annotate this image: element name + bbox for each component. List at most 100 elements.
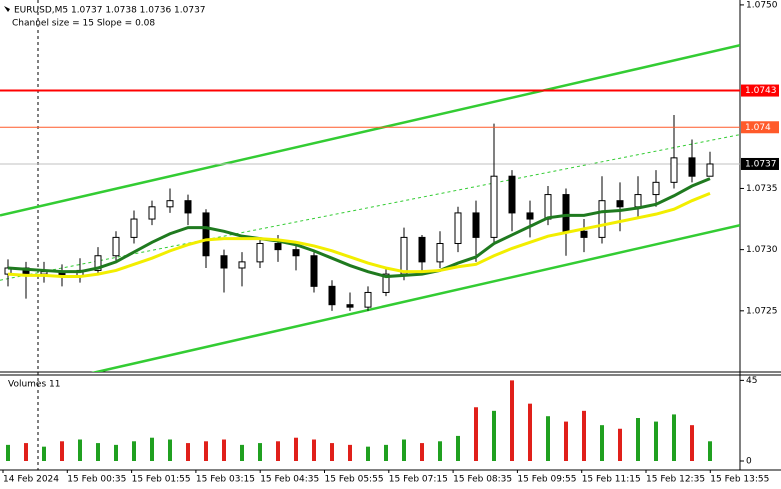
volume-bar — [114, 444, 118, 461]
candle-body — [130, 218, 138, 238]
volume-bar — [204, 441, 208, 461]
candle-body — [472, 212, 480, 238]
x-tick-label: 15 Feb 09:55 — [517, 475, 576, 485]
candle-body — [112, 236, 120, 257]
volume-bar — [150, 437, 154, 461]
chart-title: EURUSD,M5 1.0737 1.0738 1.0736 1.0737 — [14, 6, 206, 16]
volume-bar — [546, 416, 550, 461]
volume-bar — [222, 439, 226, 461]
candle-body — [418, 236, 426, 263]
candle-body — [508, 175, 516, 214]
y-tick-label: 1.0735 — [746, 184, 778, 194]
candle-body — [436, 243, 444, 263]
x-tick-label: 15 Feb 04:35 — [260, 475, 319, 485]
candle-body — [454, 212, 462, 245]
candle-body — [544, 194, 552, 220]
candle-body — [382, 273, 390, 293]
volume-bar — [420, 443, 424, 461]
volume-tick-label: 0 — [746, 457, 752, 467]
volume-bar — [258, 443, 262, 461]
moving-average — [7, 191, 711, 279]
volume-bar — [492, 410, 496, 461]
candle-body — [166, 200, 174, 208]
volume-bar — [474, 407, 478, 461]
candle-body — [616, 200, 624, 208]
volume-bar — [690, 425, 694, 461]
volume-bar — [510, 380, 514, 461]
volume-title: Volumes 11 — [8, 380, 60, 390]
candle-body — [364, 291, 372, 308]
volume-bar — [600, 425, 604, 461]
channel-upper — [0, 44, 740, 217]
candle-body — [634, 194, 642, 208]
volume-bar — [528, 403, 532, 461]
candle-body — [580, 230, 588, 238]
volume-bar — [366, 446, 370, 461]
candle-body — [94, 255, 102, 271]
volume-bar — [294, 437, 298, 461]
volume-bar — [24, 443, 28, 461]
x-tick-label: 15 Feb 11:15 — [582, 475, 641, 485]
candle-body — [526, 212, 534, 220]
x-tick-label: 15 Feb 12:35 — [646, 475, 705, 485]
volume-bar — [654, 421, 658, 461]
candle-body — [688, 157, 696, 177]
candle-body — [400, 236, 408, 275]
volume-bar — [276, 441, 280, 461]
volume-bar — [78, 439, 82, 461]
volume-bar — [96, 443, 100, 461]
volume-bar — [402, 439, 406, 461]
candle-body — [292, 249, 300, 257]
candle-body — [652, 181, 660, 196]
candle-body — [256, 243, 264, 263]
y-tick-label: 1.0730 — [746, 245, 778, 255]
price-label: 1.0737 — [745, 159, 777, 169]
candle-body — [670, 157, 678, 183]
volume-tick-label: 45 — [746, 376, 757, 386]
volume-bar — [240, 444, 244, 461]
level-label-box — [741, 84, 779, 97]
volume-bar — [186, 443, 190, 461]
x-tick-label: 15 Feb 00:35 — [67, 475, 126, 485]
volume-bar — [384, 444, 388, 461]
volume-bar — [6, 444, 10, 461]
candle-body — [238, 261, 246, 269]
volume-bar — [636, 418, 640, 461]
candle-body — [202, 212, 210, 257]
level-label: 1.074 — [745, 123, 771, 133]
level-label: 1.0743 — [745, 86, 777, 96]
x-tick-label: 15 Feb 01:55 — [132, 475, 191, 485]
x-tick-label: 15 Feb 13:55 — [710, 475, 769, 485]
x-tick-label: 15 Feb 05:55 — [325, 475, 384, 485]
symbol-icon — [4, 6, 10, 12]
x-tick-label: 14 Feb 2024 — [3, 475, 59, 485]
volume-bar — [456, 435, 460, 461]
chart-subtitle: Channel size = 15 Slope = 0.08 — [12, 19, 155, 29]
volume-bar — [672, 414, 676, 461]
volume-bar — [168, 439, 172, 461]
candle-body — [184, 200, 192, 214]
volume-bar — [582, 410, 586, 461]
x-tick-label: 15 Feb 07:15 — [389, 475, 448, 485]
price-pane — [0, 44, 740, 372]
candle-body — [490, 175, 498, 238]
volume-bar — [618, 428, 622, 461]
volume-bar — [348, 444, 352, 461]
moving-average — [7, 177, 711, 279]
candle-body — [220, 255, 228, 269]
candle-body — [328, 285, 336, 306]
x-tick-label: 15 Feb 08:35 — [453, 475, 512, 485]
x-tick-label: 15 Feb 03:15 — [196, 475, 255, 485]
volume-bar — [60, 441, 64, 461]
volume-bar — [564, 421, 568, 461]
candle-body — [148, 206, 156, 220]
volume-bar — [438, 441, 442, 461]
candle-body — [706, 163, 714, 177]
volume-bar — [42, 446, 46, 461]
volume-bar — [330, 443, 334, 461]
price-label-box — [741, 157, 779, 170]
volume-bar — [132, 441, 136, 461]
channel-lower — [90, 223, 740, 372]
candle-body — [310, 255, 318, 287]
